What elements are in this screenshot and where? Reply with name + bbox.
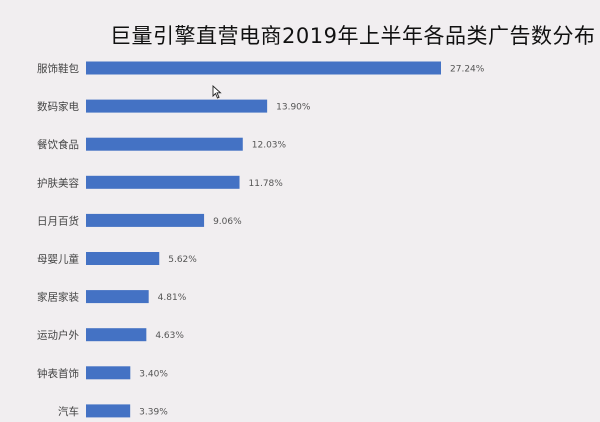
chart-title: 巨量引擎直营电商2019年上半年各品类广告数分布 [110, 24, 596, 48]
data-label: 11.78% [249, 179, 284, 189]
category-label: 钟表首饰 [37, 367, 79, 380]
data-label: 9.06% [213, 217, 242, 227]
category-label: 汽车 [58, 405, 79, 418]
data-label: 3.40% [139, 369, 168, 379]
category-label: 运动户外 [37, 329, 79, 342]
data-label: 12.03% [252, 141, 287, 151]
bar [86, 213, 205, 227]
data-label: 4.63% [155, 331, 184, 341]
data-label: 5.62% [168, 255, 197, 265]
category-label: 餐饮食品 [37, 138, 79, 151]
category-label: 数码家电 [37, 100, 79, 113]
bar [86, 366, 131, 380]
bar [86, 252, 160, 265]
category-label: 护肤美容 [37, 176, 79, 189]
data-label: 27.24% [450, 65, 485, 75]
bar [86, 290, 149, 304]
bar [86, 404, 131, 418]
category-label: 母婴儿童 [37, 253, 79, 266]
bar [86, 137, 243, 151]
data-label: 3.39% [139, 407, 168, 417]
category-label: 服饰鞋包 [37, 62, 79, 75]
mouse-pointer-icon [212, 85, 222, 99]
bar [86, 175, 240, 189]
data-label: 13.90% [276, 103, 311, 113]
bar [86, 328, 147, 342]
category-label: 家居家装 [37, 291, 79, 304]
bar [86, 99, 268, 113]
category-label: 日月百货 [37, 214, 79, 227]
bar [86, 61, 441, 75]
data-label: 4.81% [158, 293, 187, 303]
